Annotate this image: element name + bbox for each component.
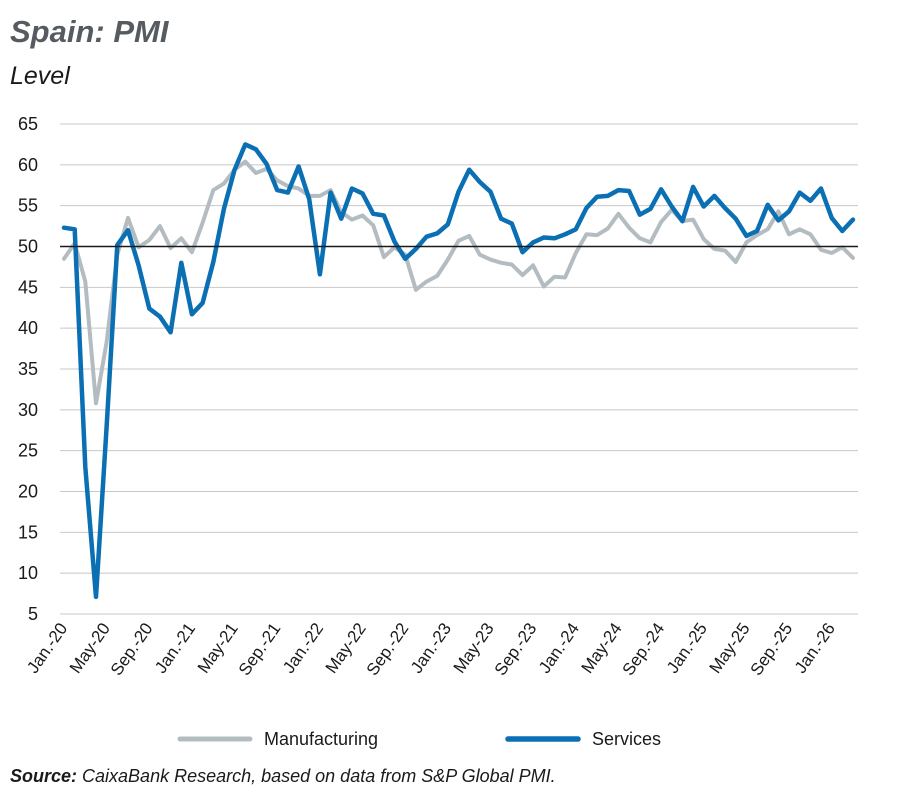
x-tick-label: Jan.-25: [663, 619, 711, 676]
y-tick-label: 50: [18, 237, 38, 257]
y-tick-label: 65: [18, 114, 38, 134]
x-tick-label: Sep.-25: [747, 619, 797, 679]
x-tick-label: Jan.-24: [535, 619, 583, 676]
x-tick-label: Jan.-22: [279, 619, 327, 676]
pmi-line-chart: 5101520253035404550556065Jan.-20May-20Se…: [18, 114, 858, 749]
legend-label-services: Services: [592, 729, 661, 749]
x-tick-label: Sep.-24: [619, 619, 669, 679]
y-tick-label: 30: [18, 400, 38, 420]
x-tick-label: Sep.-20: [107, 619, 157, 679]
source-text: CaixaBank Research, based on data from S…: [77, 766, 556, 786]
x-tick-label: Jan.-23: [407, 619, 455, 676]
x-tick-label: Sep.-23: [491, 619, 541, 679]
x-tick-label: Sep.-22: [363, 619, 413, 679]
y-tick-label: 45: [18, 277, 38, 297]
y-tick-label: 60: [18, 155, 38, 175]
y-tick-label: 35: [18, 359, 38, 379]
x-tick-label: Jan.-21: [151, 619, 199, 676]
chart-title: Spain: PMI: [10, 14, 169, 49]
series-line-services: [61, 142, 856, 600]
y-tick-label: 20: [18, 482, 38, 502]
y-tick-label: 10: [18, 563, 38, 583]
source-note: Source: CaixaBank Research, based on dat…: [10, 766, 556, 787]
chart-subtitle: Level: [10, 62, 70, 90]
series-line-manufacturing: [62, 159, 855, 406]
y-tick-label: 5: [28, 604, 38, 624]
y-tick-label: 40: [18, 318, 38, 338]
x-tick-label: Sep.-21: [235, 619, 285, 679]
y-tick-label: 25: [18, 441, 38, 461]
y-tick-label: 15: [18, 522, 38, 542]
source-label: Source:: [10, 766, 78, 786]
x-tick-label: Jan.-26: [791, 619, 839, 676]
x-tick-label: Jan.-20: [23, 619, 71, 676]
y-tick-label: 55: [18, 196, 38, 216]
legend-label-manufacturing: Manufacturing: [264, 729, 378, 749]
